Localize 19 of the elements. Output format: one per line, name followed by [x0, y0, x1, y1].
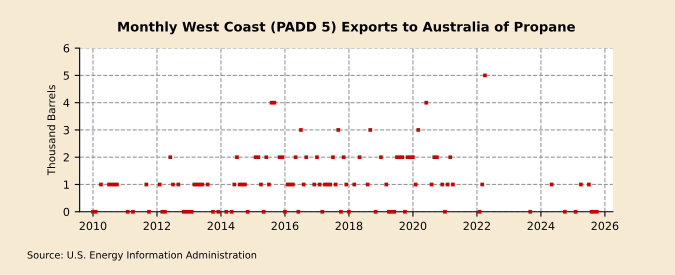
- y-tick-label: 6: [64, 44, 70, 53]
- x-tick-label: 2014: [208, 222, 234, 230]
- y-axis-title: Thousand Barrels: [47, 85, 56, 176]
- x-tick-label: 2016: [272, 222, 298, 230]
- source-note: Source: U.S. Energy Information Administration: [28, 251, 256, 261]
- y-tick-label: 3: [64, 126, 70, 134]
- y-tick-label: 4: [63, 98, 70, 107]
- x-tick-label: 2024: [528, 222, 554, 230]
- y-tick-label: 5: [64, 72, 69, 80]
- y-tick-label: 0: [64, 208, 70, 216]
- chart-title: Monthly West Coast (PADD 5) Exports to Australia of Propane: [118, 21, 575, 34]
- x-tick-label: 2018: [336, 222, 362, 230]
- x-tick-label: 2010: [80, 222, 106, 230]
- x-tick-label: 2022: [464, 222, 490, 230]
- x-tick-label: 2020: [400, 222, 426, 230]
- x-tick-label: 2026: [592, 222, 618, 230]
- y-tick-label: 1: [64, 180, 69, 189]
- x-tick-label: 2012: [144, 222, 170, 230]
- y-tick-label: 2: [64, 153, 69, 162]
